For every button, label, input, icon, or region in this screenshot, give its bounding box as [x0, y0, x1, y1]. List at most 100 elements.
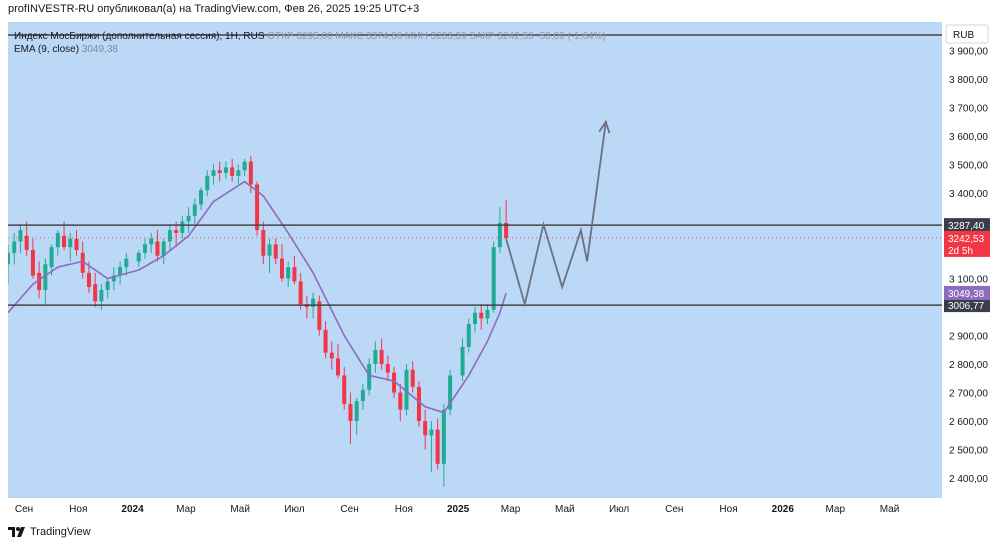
candle-body [491, 247, 496, 310]
candle-body [80, 252, 85, 273]
time-tick-label: Май [555, 504, 575, 515]
candle-body [342, 375, 347, 404]
price-tick-label: 2 600,00 [949, 417, 988, 428]
price-tick-label: 3 700,00 [949, 104, 988, 115]
time-tick-label: 2024 [121, 504, 144, 515]
price-tick-label: 2 700,00 [949, 389, 988, 400]
current-price-badge [944, 230, 990, 257]
candle-body [317, 301, 322, 330]
candle-body [99, 289, 104, 302]
candle-body [473, 312, 477, 325]
countdown-label: 2d 5h [948, 246, 973, 257]
candle-body [373, 349, 378, 365]
candle-body [248, 161, 253, 185]
candle-body [354, 401, 359, 422]
price-tick-label: 2 800,00 [949, 360, 988, 371]
candle-body [12, 241, 17, 253]
ema-line [8, 180, 507, 414]
candle-body [124, 258, 129, 268]
candle-body [385, 364, 390, 373]
candle-body [62, 235, 67, 248]
candle-body [279, 258, 284, 279]
price-tick-label: 3 600,00 [949, 132, 988, 143]
currency-label: RUB [953, 30, 974, 41]
candle-body [37, 272, 42, 290]
price-tick-label: 2 900,00 [949, 332, 988, 343]
candle-body [93, 284, 98, 302]
candle-body [86, 272, 91, 288]
chart-pane[interactable] [8, 22, 942, 498]
candle-body [292, 267, 297, 282]
level-price-label: 3006,77 [948, 301, 985, 312]
price-tick-label: 3 500,00 [949, 161, 988, 172]
forecast-arrowhead [598, 119, 611, 134]
time-tick-label: Ноя [395, 504, 413, 515]
candle-body [155, 241, 160, 256]
candle-body [410, 369, 415, 387]
time-tick-label: 2025 [447, 504, 470, 515]
candle-body [429, 429, 434, 436]
currency-badge [945, 24, 989, 44]
candle-body [497, 222, 502, 248]
chart-canvas[interactable] [8, 22, 942, 498]
candle-body [479, 312, 484, 319]
legend: Индекс МосБиржи (дополнительная сессия),… [14, 30, 606, 56]
candle-body [360, 389, 365, 402]
candle-body [367, 364, 372, 390]
time-tick-label: Ноя [719, 504, 737, 515]
time-tick-label: Май [880, 504, 900, 515]
price-tick-label: 2 400,00 [949, 474, 988, 485]
candle-body [379, 349, 384, 365]
candle-body [441, 409, 446, 464]
candle-body [161, 241, 166, 256]
candle-body [255, 184, 260, 231]
candle-body [24, 235, 29, 251]
candle-body [30, 250, 35, 276]
candle-body [242, 161, 247, 171]
publisher-line: profINVESTR-RU опубликовал(а) на Trading… [8, 3, 420, 15]
candle-body [273, 244, 278, 259]
time-tick-label: Мар [501, 504, 521, 515]
candle-body [217, 170, 222, 174]
time-tick-label: Июл [609, 504, 629, 515]
candle-body [149, 238, 154, 245]
time-tick-label: Мар [176, 504, 196, 515]
candle-body [298, 281, 303, 305]
time-tick-label: 2026 [772, 504, 795, 515]
legend-line-symbol[interactable]: Индекс МосБиржи (дополнительная сессия),… [14, 30, 606, 43]
footer-brand: TradingView [8, 526, 91, 538]
candle-body [336, 358, 341, 376]
legend-symbol-name: Индекс МосБиржи (дополнительная сессия),… [14, 31, 265, 42]
candle-body [267, 244, 272, 256]
candle-body [43, 264, 48, 290]
level-price-badge [944, 298, 990, 313]
candle-body [423, 421, 428, 436]
candle-body [223, 167, 228, 174]
forecast-path [505, 121, 607, 308]
level-price-badge [944, 218, 990, 233]
candle-body [186, 215, 191, 222]
price-tick-label: 3 900,00 [949, 47, 988, 58]
candle-body [111, 275, 116, 282]
candle-body [311, 298, 316, 308]
candle-body [448, 375, 453, 410]
candle-body [261, 230, 266, 256]
candle-body [416, 386, 421, 422]
candle-body [118, 267, 123, 276]
time-tick-label: Сен [15, 504, 33, 515]
candle-body [68, 238, 73, 248]
candle-body [180, 221, 185, 233]
candle-body [236, 170, 241, 176]
candle-body [466, 324, 471, 347]
candle-body [18, 230, 23, 242]
ema-value-label: 3049,38 [948, 289, 985, 300]
price-tick-label: 3 800,00 [949, 75, 988, 86]
candle-body [504, 222, 509, 238]
price-tick-label: 3 100,00 [949, 275, 988, 286]
footer-brand-text: TradingView [30, 526, 91, 538]
candle-body [105, 281, 110, 290]
candle-body [136, 252, 141, 262]
legend-line-ema[interactable]: EMA (9, close) 3049,38 [14, 43, 606, 56]
price-tick-label: 2 500,00 [949, 446, 988, 457]
candle-body [192, 204, 197, 216]
